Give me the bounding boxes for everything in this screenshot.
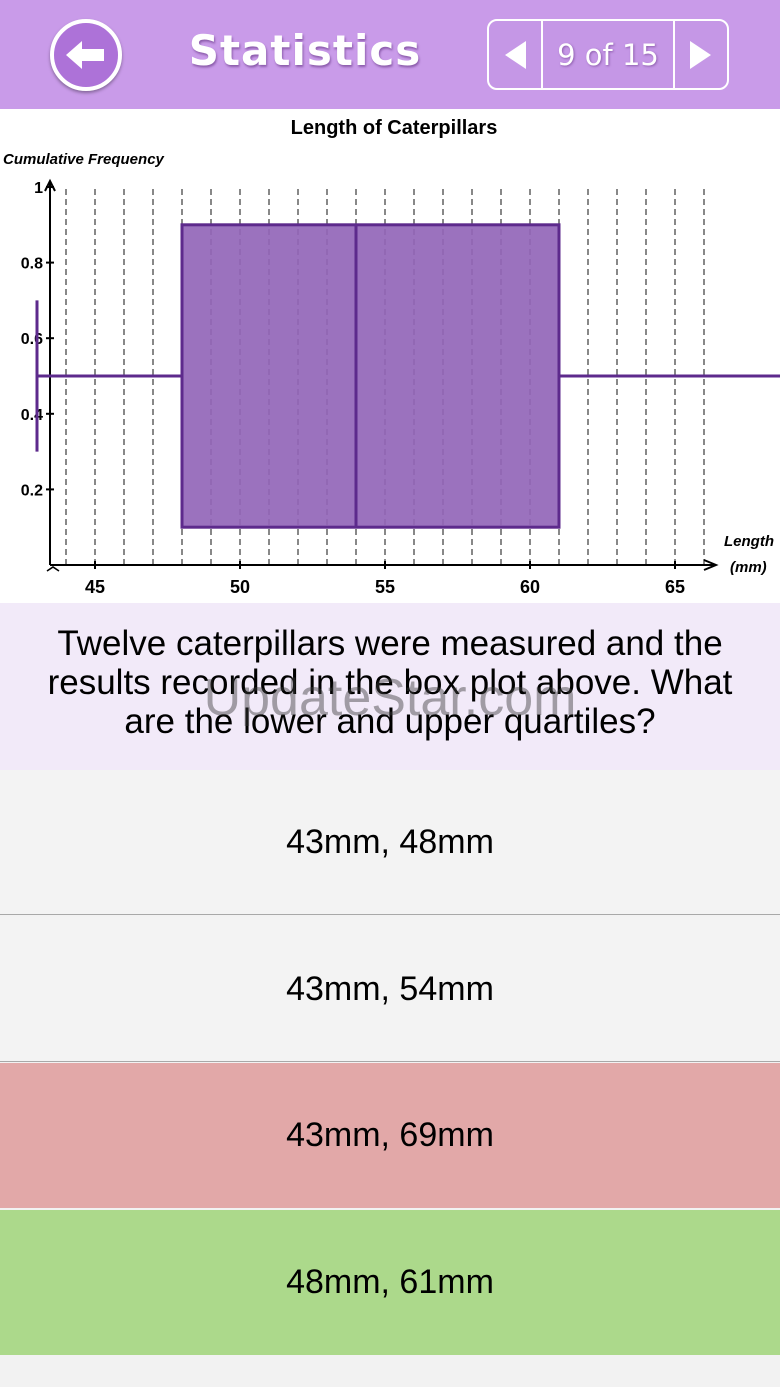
question-pager: 9 of 15	[487, 19, 729, 90]
y-tick-label: 0.4	[21, 407, 43, 424]
y-tick-label: 0.8	[21, 256, 43, 273]
x-tick-label: 45	[85, 577, 105, 597]
answer-option-1[interactable]: 43mm, 48mm	[0, 770, 780, 915]
y-axis-label: Cumulative Frequency	[3, 151, 165, 168]
x-tick-label: 60	[520, 577, 540, 597]
x-axis-arrow	[703, 559, 719, 571]
x-tick-label: 55	[375, 577, 395, 597]
next-question-button[interactable]	[673, 21, 727, 88]
triangle-left-icon	[505, 40, 526, 69]
axis-break	[46, 566, 60, 572]
x-tick-label: 65	[665, 577, 685, 597]
box-plot-chart: Length of Caterpillars Cumulative Frequen…	[3, 117, 780, 597]
question-counter: 9 of 15	[557, 37, 659, 72]
answer-option-4[interactable]: 48mm, 61mm	[0, 1210, 780, 1355]
triangle-right-icon	[690, 40, 711, 69]
question-text: Twelve caterpillars were measured and th…	[47, 624, 733, 741]
y-tick-label: 0.6	[21, 331, 43, 348]
question-panel: Twelve caterpillars were measured and th…	[0, 603, 780, 770]
answer-option-3[interactable]: 43mm, 69mm	[0, 1063, 780, 1208]
x-tick-label: 50	[230, 577, 250, 597]
answer-option-2[interactable]: 43mm, 54mm	[0, 917, 780, 1062]
back-arrow-icon	[66, 41, 104, 69]
top-bar: Statistics 9 of 15	[0, 0, 780, 109]
y-tick-label: 1	[34, 180, 43, 197]
previous-question-button[interactable]	[489, 21, 543, 88]
interquartile-box	[180, 223, 561, 529]
page-title: Statistics	[188, 26, 422, 75]
x-axis-unit-label: (mm)	[730, 559, 767, 576]
chart-title: Length of Caterpillars	[291, 117, 498, 139]
x-axis-label: Length	[724, 533, 774, 550]
y-tick-label: 0.2	[21, 482, 43, 499]
back-button[interactable]	[50, 19, 122, 91]
box-plot-panel: Length of Caterpillars Cumulative Frequen…	[0, 109, 780, 603]
